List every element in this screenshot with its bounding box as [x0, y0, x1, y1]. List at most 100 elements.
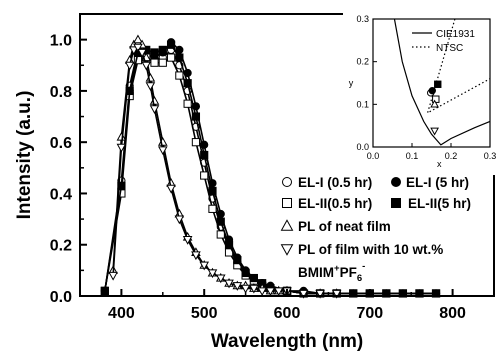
data-point — [100, 286, 109, 295]
series-4 — [108, 34, 342, 297]
inset-ticks — [372, 18, 491, 148]
data-point — [149, 95, 160, 105]
inset-point — [430, 127, 439, 136]
data-point — [233, 256, 242, 265]
inset-y-tick-label: 0.1 — [356, 99, 369, 109]
data-point — [124, 61, 135, 71]
data-point — [175, 53, 184, 62]
data-point — [191, 112, 201, 121]
data-point — [265, 287, 276, 297]
data-point — [216, 217, 225, 226]
data-point — [224, 240, 234, 249]
inset-legend-label-cie1931: CIE1931 — [436, 29, 475, 40]
data-point — [116, 131, 127, 141]
data-point — [116, 143, 127, 153]
cie1931-locus-curve — [393, 18, 491, 146]
data-point — [175, 71, 184, 80]
inset-y-tick-label: 0.3 — [356, 14, 369, 24]
data-point — [145, 82, 156, 91]
data-point — [315, 289, 325, 299]
legend-markers — [280, 177, 401, 256]
x-tick-label: 400 — [108, 305, 135, 322]
data-point — [129, 46, 139, 56]
main-tick-labels: 400 500 600 700 800 0.0 0.2 0.4 0.6 0.8 1.0 — [50, 33, 466, 322]
legend-label-bmim-base: BMIM — [298, 265, 334, 280]
data-point — [166, 40, 176, 49]
legend-label-pl-film-10wt: PL of film with 10 wt.% — [298, 242, 443, 257]
data-point — [191, 251, 201, 261]
inset-point — [430, 99, 439, 108]
inset-point — [434, 80, 442, 88]
data-point — [249, 284, 259, 294]
data-point — [182, 236, 193, 245]
legend-marker-pl-neat — [280, 219, 294, 231]
inset-frame — [372, 18, 491, 148]
legend-label-bmim-pf: PF — [340, 265, 357, 280]
legend-label-pl-neat-film: PL of neat film — [298, 219, 391, 234]
inset-y-tick-label: 0.0 — [356, 142, 369, 152]
legend-marker-el-ii-0.5hr — [282, 198, 292, 208]
inset-legend: CIE1931 NTSC — [412, 29, 475, 54]
inset-x-axis-title: x — [437, 159, 442, 169]
inset-curves — [393, 18, 491, 146]
x-tick-label: 700 — [356, 305, 383, 322]
main-series-layer — [100, 34, 441, 299]
legend-label-bmim-pf6: BMIM+PF6- — [298, 261, 365, 284]
data-point — [183, 79, 192, 88]
x-axis-title: Wavelength (nm) — [211, 331, 363, 352]
data-point — [415, 289, 424, 298]
data-point — [331, 289, 342, 299]
legend-marker-el-ii-5hr — [391, 198, 401, 208]
inset-x-tick-label: 0.1 — [406, 151, 419, 161]
y-axis-title: Intensity (a.u.) — [14, 91, 35, 220]
data-point — [150, 48, 159, 57]
data-point — [273, 287, 284, 297]
data-point — [240, 284, 251, 294]
legend-label-el-i-5hr: EL-I (5 hr) — [406, 175, 469, 190]
legend-label-el-ii-5hr: EL-II(5 hr) — [408, 196, 471, 211]
data-point — [166, 184, 176, 194]
data-point — [108, 271, 118, 281]
legend-label-bmim-sup-minus: - — [362, 261, 365, 272]
legend-marker-el-i-5hr — [391, 177, 401, 187]
data-point — [150, 58, 159, 67]
legend-label-bmim-sup-plus: + — [334, 263, 340, 274]
inset-points — [427, 80, 442, 136]
legend-marker-pl-10wt — [280, 244, 294, 256]
inset-point — [432, 95, 440, 103]
data-point — [200, 171, 209, 180]
data-point — [349, 289, 358, 298]
data-point — [191, 138, 201, 147]
data-point — [137, 48, 147, 58]
inset-x-tick-label: 0.2 — [445, 151, 458, 161]
legend-label-bmim-sub-6: 6 — [357, 273, 362, 284]
ntsc-triangle-edge — [426, 18, 491, 115]
data-point — [133, 34, 143, 44]
y-tick-label: 0.4 — [50, 186, 72, 203]
data-point — [149, 105, 160, 115]
data-point — [207, 269, 218, 279]
data-point — [215, 274, 226, 284]
data-point — [158, 45, 167, 54]
data-point — [382, 289, 391, 298]
data-point — [431, 289, 441, 298]
inset-x-tick-label: 0.0 — [367, 151, 380, 161]
y-tick-label: 0.2 — [50, 238, 72, 255]
inset-y-axis-title: y — [349, 78, 354, 88]
legend-marker-el-i-0.5hr — [282, 177, 292, 187]
data-point — [141, 61, 152, 71]
inset-background — [343, 11, 498, 175]
x-tick-label: 600 — [274, 305, 301, 322]
inset-x-tick-label: 0.3 — [484, 151, 497, 161]
data-point — [174, 215, 185, 225]
main-axis-ticks — [79, 13, 495, 297]
data-point — [200, 150, 209, 160]
inset-y-tick-label: 0.2 — [356, 57, 369, 67]
legend-label-el-ii-0.5hr: EL-II(0.5 hr) — [298, 196, 372, 211]
data-point — [398, 289, 408, 298]
data-point — [298, 289, 309, 299]
data-point — [157, 146, 168, 156]
x-tick-label: 500 — [191, 305, 218, 322]
data-point — [257, 287, 267, 297]
